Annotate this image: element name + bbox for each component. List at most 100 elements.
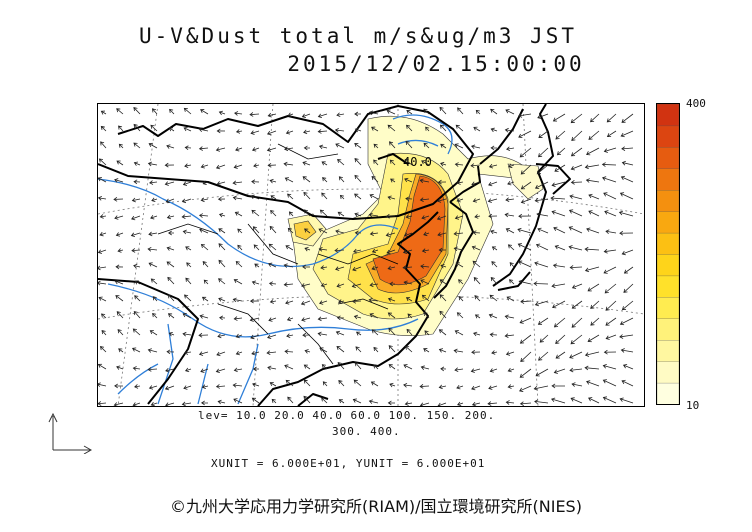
wind-arrow [249, 298, 260, 304]
wind-arrow [405, 196, 413, 202]
wind-arrow [371, 265, 379, 271]
wind-arrow [302, 332, 311, 338]
wind-arrow [233, 278, 243, 285]
wind-arrow [423, 142, 430, 149]
wind-arrow [423, 311, 430, 319]
wind-arrow [504, 127, 515, 133]
wind-arrow [132, 366, 141, 371]
wind-arrow [474, 314, 481, 319]
wind-arrow [114, 215, 124, 220]
wind-arrow [354, 362, 362, 370]
wind-arrow [519, 334, 532, 344]
wind-arrow [371, 126, 379, 132]
wind-arrow [185, 277, 192, 285]
wind-arrow [373, 143, 379, 149]
wind-arrow [620, 175, 634, 183]
wind-arrow [198, 146, 209, 151]
wind-arrow [506, 296, 515, 302]
wind-arrow [490, 108, 498, 115]
wind-arrow [131, 248, 141, 253]
wind-arrow [118, 348, 124, 353]
wind-arrow [437, 402, 447, 406]
wind-arrow [235, 261, 243, 268]
wind-arrow [183, 126, 192, 132]
contour-levels-line1: lev= 10.0 20.0 40.0 60.0 100. 150. 200. [198, 409, 496, 422]
wind-arrow [604, 283, 617, 294]
wind-arrow [100, 141, 107, 149]
wind-arrow [386, 109, 396, 115]
wind-arrow [387, 312, 396, 319]
province-borders [157, 143, 399, 365]
wind-arrow [538, 147, 549, 158]
wind-arrow [198, 213, 209, 218]
wind-arrow [370, 381, 379, 387]
wind-arrow [133, 123, 141, 132]
wind-arrow [453, 231, 464, 236]
wind-arrow [339, 194, 345, 200]
wind-arrow [133, 161, 141, 166]
wind-arrow [215, 147, 226, 152]
wind-arrow [535, 243, 549, 251]
wind-arrow [387, 124, 396, 132]
wind-arrow [354, 212, 362, 217]
wind-arrow [337, 211, 345, 217]
wind-arrow [270, 195, 277, 200]
wind-arrow [354, 158, 362, 166]
wind-arrow [520, 299, 532, 304]
wind-arrow [202, 261, 209, 268]
wind-arrow [518, 130, 532, 138]
wind-arrow [285, 379, 294, 387]
wind-arrow [199, 314, 209, 319]
wind-arrow [249, 112, 260, 117]
wind-arrow [504, 212, 515, 218]
colorbar-band [657, 382, 679, 404]
wind-arrow [590, 317, 600, 326]
wind-arrow [508, 279, 515, 285]
wind-arrow [421, 160, 430, 166]
wind-arrow [488, 385, 498, 390]
wind-arrow [117, 248, 124, 253]
wind-arrow [251, 209, 260, 217]
wind-arrow [569, 351, 583, 359]
wind-arrow [116, 365, 124, 370]
wind-arrow [283, 161, 294, 167]
wind-arrow [438, 329, 447, 336]
wind-arrow [534, 198, 549, 203]
wind-arrow [114, 178, 124, 183]
wind-arrow [218, 212, 226, 218]
wind-arrow [405, 297, 413, 302]
wind-arrow [118, 143, 124, 149]
wind-arrow [352, 266, 362, 272]
wind-arrow [148, 262, 158, 268]
wind-arrow [200, 197, 209, 203]
wind-arrow [113, 196, 124, 202]
wind-arrow [505, 228, 515, 234]
wind-arrow [520, 198, 532, 204]
wind-arrow [456, 197, 464, 203]
wind-arrow [551, 283, 566, 289]
wind-arrow [202, 180, 209, 185]
wind-arrow [268, 243, 277, 251]
wind-arrow [200, 109, 209, 115]
wind-arrow [98, 280, 107, 286]
wind-arrow [147, 367, 158, 372]
wind-arrow [303, 364, 311, 370]
wind-arrow [420, 365, 430, 370]
wind-arrow [402, 265, 413, 270]
wind-arrow [318, 247, 328, 252]
wind-arrow [470, 163, 481, 168]
wind-arrow [439, 310, 447, 319]
wind-arrow [271, 398, 277, 404]
wind-arrow [588, 397, 600, 404]
copyright-notice: ©九州大学応用力学研究所(RIAM)/国立環境研究所(NIES) [170, 497, 582, 516]
wind-arrow [440, 264, 447, 269]
wind-arrow [439, 279, 447, 285]
wind-arrow [536, 212, 549, 217]
wind-arrow [439, 124, 447, 132]
wind-arrow [585, 178, 600, 183]
wind-arrow [491, 261, 498, 268]
wind-arrow [588, 130, 600, 140]
wind-arrow [131, 215, 141, 221]
wind-arrow [438, 384, 447, 390]
wind-arrow [606, 130, 617, 137]
